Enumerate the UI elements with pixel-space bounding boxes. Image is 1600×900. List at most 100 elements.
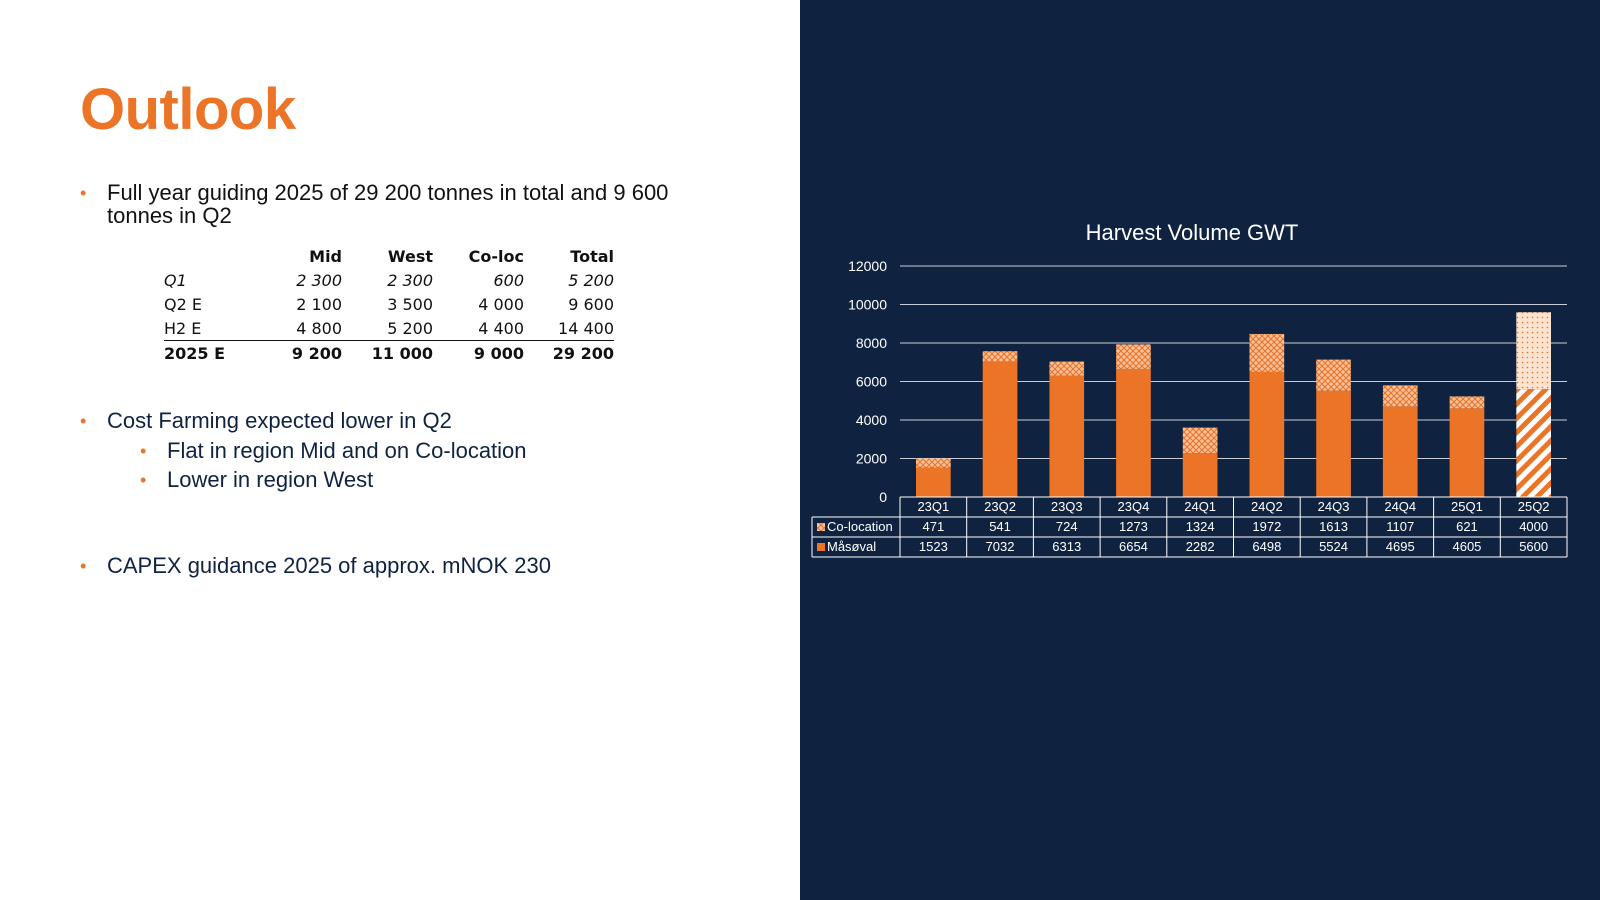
data-label-colocation: 1972 <box>1252 519 1281 534</box>
table-cell: 2 300 <box>387 270 433 290</box>
y-tick-label: 4000 <box>856 412 887 428</box>
table-header: West <box>387 246 433 266</box>
data-label-masoval: 6654 <box>1119 539 1148 554</box>
x-tick-label: 23Q1 <box>917 499 949 514</box>
bars <box>916 312 1551 497</box>
x-tick-label: 24Q1 <box>1184 499 1216 514</box>
bullet-text: Cost Farming expected lower in Q2 <box>107 408 452 433</box>
data-label-masoval: 5600 <box>1519 539 1548 554</box>
slide-title: Outlook <box>80 77 296 142</box>
table-cell: 29 200 <box>524 340 614 365</box>
bar-masoval <box>1449 408 1485 497</box>
data-label-masoval: 5524 <box>1319 539 1348 554</box>
bar-colocation <box>1449 396 1485 409</box>
table-cell: 4 000 <box>478 294 524 314</box>
table-cell: 5 200 <box>568 270 614 290</box>
table-cell: 4 400 <box>478 318 524 338</box>
data-label-masoval: 2282 <box>1186 539 1215 554</box>
data-label-colocation: 471 <box>922 519 944 534</box>
table-cell: 600 <box>493 270 524 290</box>
bullet-dot: • <box>80 556 87 576</box>
y-tick-label: 2000 <box>856 451 887 467</box>
table-cell: 9 600 <box>568 294 614 314</box>
table-cell: 4 800 <box>296 318 342 338</box>
data-label-colocation: 4000 <box>1519 519 1548 534</box>
x-tick-label: 24Q2 <box>1251 499 1283 514</box>
data-label-colocation: 1107 <box>1386 519 1414 534</box>
data-label-colocation: 1324 <box>1186 519 1215 534</box>
x-tick-label: 25Q2 <box>1518 499 1550 514</box>
guidance-table: Mid West Co-loc Total Q1 2 300 2 300 600… <box>164 244 614 365</box>
bullet-text: Lower in region West <box>167 467 374 492</box>
left-panel: Outlook • Full year guiding 2025 of 29 2… <box>80 77 669 578</box>
bar-colocation <box>1316 359 1351 391</box>
bullet-text: CAPEX guidance 2025 of approx. mNOK 230 <box>107 553 551 578</box>
y-tick-label: 6000 <box>856 374 887 390</box>
bullet-text: Full year guiding 2025 of 29 200 tonnes … <box>107 180 669 205</box>
bar-colocation <box>1182 427 1218 454</box>
legend-label-masoval: Måsøval <box>827 539 876 554</box>
legend-swatch-colocation <box>817 523 825 531</box>
table-header: Total <box>570 246 614 266</box>
x-tick-label: 23Q3 <box>1051 499 1083 514</box>
bar-colocation <box>916 458 951 468</box>
x-tick-label: 24Q3 <box>1318 499 1350 514</box>
x-tick-label: 24Q4 <box>1384 499 1416 514</box>
table-row: Q2 E 2 100 3 500 4 000 9 600 <box>164 292 614 316</box>
table-cell: 5 200 <box>387 318 433 338</box>
table-header: Mid <box>309 246 342 266</box>
table-cell: 2025 E <box>164 340 254 365</box>
bar-colocation <box>1382 385 1418 407</box>
data-label-colocation: 1613 <box>1319 519 1348 534</box>
bar-masoval <box>916 467 951 497</box>
data-label-colocation: 1273 <box>1119 519 1148 534</box>
bullet-text: tonnes in Q2 <box>107 203 232 228</box>
table-row: Q1 2 300 2 300 600 5 200 <box>164 268 614 292</box>
data-table: 23Q1 471 1523 23Q2 541 7032 23Q3 724 6313 23Q4 127… <box>811 496 1568 558</box>
bar-masoval <box>1382 406 1418 497</box>
y-tick-label: 8000 <box>856 335 887 351</box>
table-cell: 11 000 <box>342 340 433 365</box>
bullet-text: Flat in region Mid and on Co-location <box>167 438 527 463</box>
x-tick-label: 23Q2 <box>984 499 1016 514</box>
data-label-masoval: 6313 <box>1052 539 1081 554</box>
table-cell: 9 200 <box>254 340 342 365</box>
bar-colocation <box>982 351 1018 362</box>
data-label-colocation: 724 <box>1056 519 1078 534</box>
bullet-dot: • <box>140 470 147 490</box>
legend-swatch-masoval <box>817 543 825 551</box>
table-cell: 2 100 <box>296 294 342 314</box>
table-cell: 14 400 <box>558 318 614 338</box>
bar-masoval <box>1049 375 1085 497</box>
y-tick-label: 12000 <box>848 258 887 274</box>
bullet-dot: • <box>140 441 147 461</box>
bar-masoval <box>982 361 1018 497</box>
bar-colocation <box>1049 361 1085 376</box>
legend-label-colocation: Co-location <box>827 519 893 534</box>
x-tick-label: 25Q1 <box>1451 499 1483 514</box>
table-total-row: 2025 E 9 200 11 000 9 000 29 200 <box>164 340 614 365</box>
data-label-colocation: 541 <box>989 519 1011 534</box>
bullet-dot: • <box>80 183 87 203</box>
table-cell: Q2 E <box>164 294 202 314</box>
data-label-masoval: 4605 <box>1452 539 1481 554</box>
table-header-row: Mid West Co-loc Total <box>164 244 614 268</box>
data-label-masoval: 7032 <box>986 539 1015 554</box>
table-cell: H2 E <box>164 318 202 338</box>
y-tick-label: 0 <box>879 489 887 505</box>
data-label-colocation: 621 <box>1456 519 1478 534</box>
table-cell: 2 300 <box>296 270 342 290</box>
data-label-masoval: 1523 <box>919 539 948 554</box>
x-tick-label: 23Q4 <box>1118 499 1150 514</box>
y-tick-label: 10000 <box>848 297 887 313</box>
bar-masoval <box>1516 389 1551 497</box>
data-label-masoval: 6498 <box>1252 539 1281 554</box>
y-axis: 0 2000 4000 6000 8000 10000 12000 <box>848 258 887 505</box>
bar-masoval <box>1249 371 1285 497</box>
chart-title: Harvest Volume GWT <box>1086 220 1299 245</box>
bar-masoval <box>1182 453 1218 497</box>
bar-colocation <box>1249 333 1285 372</box>
bullet-dot: • <box>80 411 87 431</box>
data-label-masoval: 4695 <box>1386 539 1415 554</box>
table-header <box>164 244 254 268</box>
